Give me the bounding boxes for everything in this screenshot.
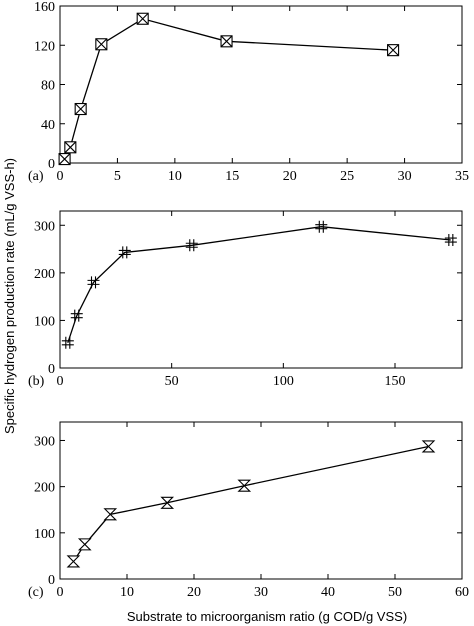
data-point	[61, 336, 74, 349]
x-tick-label: 150	[385, 374, 406, 389]
x-tick-label: 5	[114, 169, 121, 184]
data-point	[185, 239, 198, 252]
x-tick-label: 100	[273, 374, 294, 389]
x-tick-label: 0	[57, 585, 64, 600]
y-tick-label: 120	[34, 39, 55, 54]
chart-panel-1: 0 5 10 15 20 25 30 35 0 40 80 120 160 (a)	[28, 0, 469, 184]
x-tick-label: 40	[321, 585, 335, 600]
data-point	[315, 220, 328, 233]
y-tick-label: 300	[34, 219, 55, 234]
data-point	[118, 246, 131, 259]
chart-panel-3: 0 10 20 30 40 50 60 0 100 200 300 (c)	[28, 421, 469, 600]
data-point	[421, 440, 436, 453]
data-point	[70, 309, 83, 322]
x-tick-label: 10	[168, 169, 182, 184]
data-point	[95, 38, 108, 51]
plot-frame	[59, 421, 463, 580]
x-tick-label: 50	[388, 585, 402, 600]
x-tick-label: 15	[225, 169, 239, 184]
data-point	[136, 12, 149, 25]
data-point	[66, 555, 81, 568]
y-tick-label: 300	[34, 434, 55, 449]
data-point	[220, 35, 233, 48]
y-tick-label: 40	[41, 118, 55, 133]
x-tick-label: 0	[57, 169, 64, 184]
y-tick-label: 200	[34, 481, 55, 496]
y-tick-label: 100	[34, 527, 55, 542]
x-tick-label: 30	[398, 169, 412, 184]
series-line	[72, 445, 429, 562]
chart-panel-2: 0 50 100 150 0 100 200 300 (b)	[28, 210, 463, 389]
data-point	[77, 538, 92, 551]
x-tick-label: 60	[455, 585, 469, 600]
y-tick-label: 200	[34, 267, 55, 282]
x-tick-label: 0	[57, 374, 64, 389]
data-point	[58, 153, 71, 166]
data-point	[444, 234, 457, 247]
y-tick-label: 80	[41, 79, 55, 94]
panel-label: (a)	[28, 169, 44, 184]
panel-label: (c)	[28, 585, 44, 600]
y-axis-title: Specific hydrogen production rate (mL/g …	[2, 158, 17, 434]
x-tick-label: 20	[187, 585, 201, 600]
y-tick-label: 160	[34, 0, 55, 15]
x-tick-label: 10	[120, 585, 134, 600]
series-line	[67, 226, 451, 344]
data-point	[87, 276, 100, 289]
data-point	[64, 141, 77, 154]
data-point	[74, 102, 87, 116]
y-tick-label: 0	[48, 573, 55, 588]
panel-label: (b)	[28, 374, 45, 389]
x-tick-label: 20	[283, 169, 297, 184]
x-axis-title: Substrate to microorganism ratio (g COD/…	[127, 609, 407, 624]
y-tick-label: 0	[48, 362, 55, 377]
data-point	[387, 44, 400, 57]
y-tick-label: 0	[48, 157, 55, 172]
plot-frame	[59, 210, 463, 369]
data-point	[160, 496, 175, 509]
plot-frame	[59, 5, 463, 164]
y-tick-label: 100	[34, 314, 55, 329]
data-point	[237, 479, 252, 492]
x-tick-label: 50	[165, 374, 179, 389]
x-tick-label: 25	[340, 169, 354, 184]
x-tick-label: 30	[254, 585, 268, 600]
x-tick-label: 35	[455, 169, 469, 184]
data-point	[103, 508, 118, 521]
